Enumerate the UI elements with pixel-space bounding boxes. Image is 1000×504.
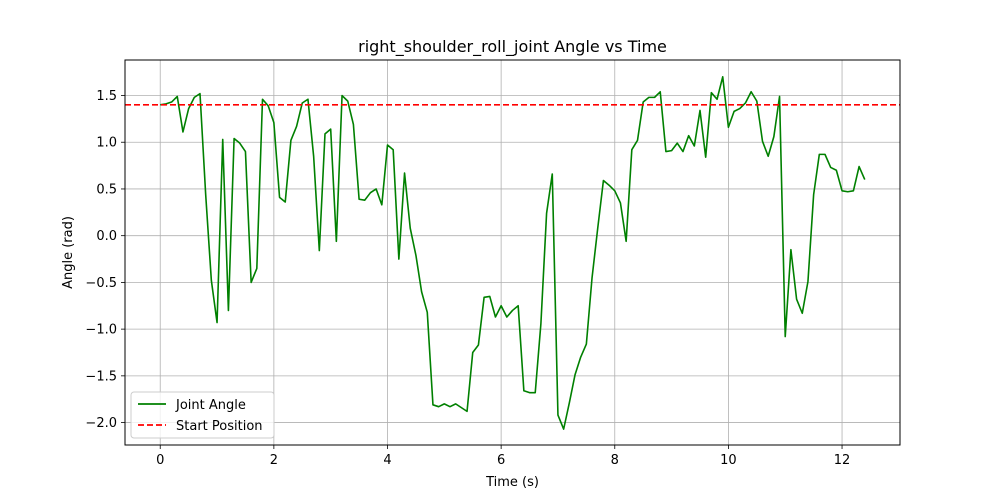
x-axis-label: Time (s) bbox=[485, 475, 539, 490]
legend: Joint Angle Start Position bbox=[130, 391, 275, 439]
y-tick-label: 0.0 bbox=[96, 229, 117, 244]
plot-frame bbox=[124, 59, 901, 446]
y-tick-label: 1.0 bbox=[96, 136, 117, 151]
x-tick-label: 6 bbox=[497, 453, 505, 468]
y-tick-label: 1.5 bbox=[96, 89, 117, 104]
x-tick-label: 8 bbox=[611, 453, 619, 468]
x-tick-label: 12 bbox=[834, 453, 851, 468]
series-line-joint-angle bbox=[160, 76, 866, 430]
y-tick-label: −0.5 bbox=[85, 276, 117, 291]
y-tick-label: −2.0 bbox=[85, 416, 117, 431]
x-tick-label: 2 bbox=[270, 453, 278, 468]
ticks: 0 2 4 6 8 10 12 −2.0 −1.5 −1.0 −0.5 0.0 0.5 1.0 1.5 bbox=[85, 89, 850, 468]
chart-title: right_shoulder_roll_joint Angle vs Time bbox=[358, 37, 667, 57]
legend-box bbox=[130, 391, 275, 439]
x-tick-label: 4 bbox=[383, 453, 391, 468]
x-tick-label: 0 bbox=[156, 453, 164, 468]
y-tick-label: 0.5 bbox=[96, 182, 117, 197]
y-axis-label: Angle (rad) bbox=[61, 216, 76, 289]
y-tick-label: −1.0 bbox=[85, 323, 117, 338]
series-layer bbox=[125, 76, 900, 430]
legend-label-start-position: Start Position bbox=[176, 419, 263, 434]
x-tick-label: 10 bbox=[720, 453, 737, 468]
legend-label-joint-angle: Joint Angle bbox=[175, 398, 246, 413]
y-tick-label: −1.5 bbox=[85, 369, 117, 384]
